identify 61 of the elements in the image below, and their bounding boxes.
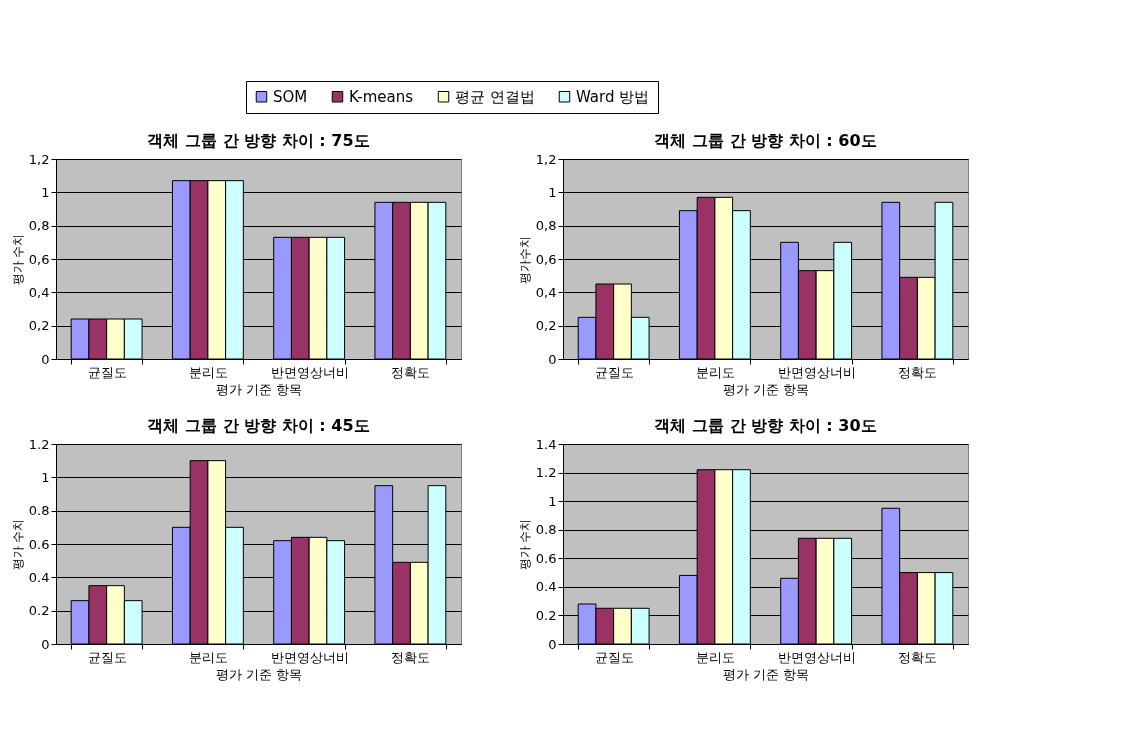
- x-tick-label: 분리도: [188, 649, 228, 665]
- y-tick-label: 0.4: [28, 569, 50, 585]
- x-tick-label: 정확도: [898, 364, 938, 380]
- x-axis-title: 평가 기준 항목: [722, 666, 810, 682]
- y-tick-label: 0.6: [535, 550, 557, 566]
- x-axis-title: 평가 기준 항목: [722, 381, 810, 397]
- y-tick-label: 1: [548, 184, 557, 200]
- y-tick-label: 1: [41, 469, 50, 485]
- x-tick-label: 정확도: [898, 649, 938, 665]
- chart-title: 객체 그룹 간 방향 차이 : 45도: [147, 416, 370, 435]
- y-tick-label: 0,4: [28, 284, 50, 300]
- x-axis-title: 평가 기준 항목: [215, 666, 303, 682]
- x-tick-label: 반면영상너비: [270, 364, 349, 380]
- y-tick-label: 0: [548, 351, 557, 367]
- x-tick-label: 반면영상너비: [777, 649, 856, 665]
- y-tick-label: 0.2: [535, 607, 557, 623]
- x-axis-title: 평가 기준 항목: [215, 381, 303, 397]
- y-tick-label: 1,2: [535, 151, 557, 167]
- y-tick-label: 0,8: [535, 218, 557, 234]
- y-tick-label: 0,6: [28, 251, 50, 267]
- y-axis-title: 평가 수치: [10, 233, 25, 286]
- x-tick-label: 균질도: [87, 649, 127, 665]
- x-tick-label: 균질도: [594, 649, 634, 665]
- legend-label: Ward 방법: [576, 87, 650, 106]
- y-tick-label: 0,4: [535, 284, 557, 300]
- x-tick-label: 정확도: [391, 364, 431, 380]
- y-tick-label: 0.6: [28, 536, 50, 552]
- y-axis-title: 평가 수치: [517, 518, 532, 571]
- legend-label: K-means: [349, 87, 414, 106]
- chart-title: 객체 그룹 간 방향 차이 : 30도: [654, 416, 877, 435]
- y-tick-label: 0: [41, 636, 50, 652]
- x-tick-label: 분리도: [188, 364, 228, 380]
- y-tick-label: 0: [41, 351, 50, 367]
- y-tick-label: 1,2: [28, 151, 50, 167]
- y-tick-label: 0.2: [28, 603, 50, 619]
- y-tick-label: 0.4: [535, 579, 557, 595]
- y-tick-label: 0,2: [28, 318, 50, 334]
- y-tick-label: 1: [548, 493, 557, 509]
- x-tick-label: 분리도: [695, 649, 735, 665]
- y-tick-label: 1: [41, 184, 50, 200]
- x-tick-label: 반면영상너비: [777, 364, 856, 380]
- y-tick-label: 0,8: [28, 218, 50, 234]
- x-tick-label: 균질도: [594, 364, 634, 380]
- x-tick-label: 분리도: [695, 364, 735, 380]
- y-tick-label: 0,6: [535, 251, 557, 267]
- y-tick-label: 1.2: [535, 465, 557, 481]
- y-tick-label: 0.8: [28, 503, 50, 519]
- y-axis-title: 평가 수치: [10, 518, 25, 571]
- chart-title: 객체 그룹 간 방향 차이 : 75도: [147, 131, 370, 150]
- y-tick-label: 1.2: [28, 436, 50, 452]
- legend-label: SOM: [273, 87, 308, 106]
- y-tick-label: 1.4: [535, 436, 557, 452]
- x-tick-label: 균질도: [87, 364, 127, 380]
- chart-title: 객체 그룹 간 방향 차이 : 60도: [654, 131, 877, 150]
- y-tick-label: 0,2: [535, 318, 557, 334]
- x-tick-label: 반면영상너비: [270, 649, 349, 665]
- x-tick-label: 정확도: [391, 649, 431, 665]
- y-tick-label: 0: [548, 636, 557, 652]
- y-axis-title: 평가수치: [517, 235, 532, 284]
- legend-label: 평균 연결법: [455, 87, 535, 106]
- y-tick-label: 0.8: [535, 522, 557, 538]
